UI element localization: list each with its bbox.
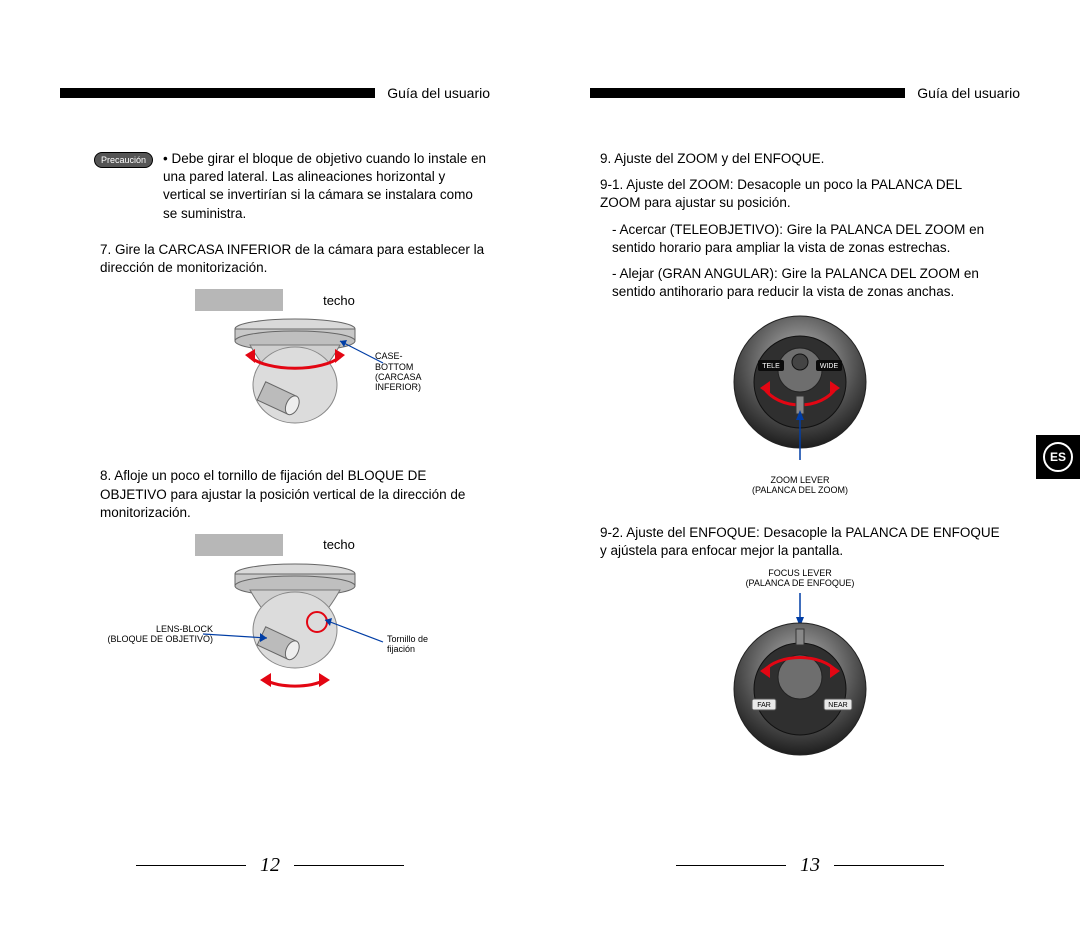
page-number-13: 13 [800,854,820,877]
footer-rule-left-13 [676,865,786,866]
label-screw-l2: fijación [387,644,415,654]
focus-lever-label: FOCUS LEVER (PALANCA DE ENFOQUE) [600,568,1000,589]
caution-badge: Precaución [94,152,153,168]
focus-lever-l2: (PALANCA DE ENFOQUE) [746,578,855,588]
focus-lens-illustration: FAR NEAR [700,591,900,761]
focus-lever-l1: FOCUS LEVER [768,568,832,578]
footer-rule-right-13 [834,865,944,866]
page-header: Guía del usuario [0,85,540,101]
page-13-content: 9. Ajuste del ZOOM y del ENFOQUE. 9-1. A… [600,150,1000,799]
footer-rule-right [294,865,404,866]
language-tab: ES [1036,435,1080,479]
step-9-2: 9-2. Ajuste del ENFOQUE: Desacople la PA… [600,524,1000,560]
label-case-bottom-l3: INFERIOR) [375,382,421,392]
header-title-13: Guía del usuario [905,85,1020,101]
label-lens-block: LENS-BLOCK (BLOQUE DE OBJETIVO) [103,624,213,645]
page-footer-13: 13 [540,854,1080,877]
ceiling-gray [195,289,283,311]
diagram-step-7: techo [165,289,425,449]
diagram-focus: FAR NEAR [700,591,900,791]
camera-illustration-2 [195,560,395,700]
step-8: 8. Afloje un poco el tornillo de fijació… [100,467,490,522]
caution-block: Precaución • Debe girar el bloque de obj… [94,150,490,223]
focus-near-text: NEAR [828,702,847,709]
page-12: Guía del usuario Precaución • Debe girar… [0,0,540,925]
zoom-tele-text: TELE [762,363,780,370]
label-case-bottom: CASE-BOTTOM (CARCASA INFERIOR) [375,351,425,392]
page-13: Guía del usuario 9. Ajuste del ZOOM y de… [540,0,1080,925]
diagram-step-8: techo [145,534,445,714]
zoom-lens-illustration: TELE WIDE [700,310,900,470]
footer-rule-left [136,865,246,866]
label-screw: Tornillo de fijación [387,634,428,655]
label-screw-l1: Tornillo de [387,634,428,644]
bullet-tele: - Acercar (TELEOBJETIVO): Gire la PALANC… [612,221,1000,257]
header-title: Guía del usuario [375,85,490,101]
label-lens-block-l1: LENS-BLOCK [156,624,213,634]
ceiling-gray-2 [195,534,283,556]
header-rule-13 [590,88,905,98]
page-footer-12: 12 [0,854,540,877]
label-lens-block-l2: (BLOQUE DE OBJETIVO) [107,634,213,644]
step-9-1: 9-1. Ajuste del ZOOM: Desacople un poco … [600,176,1000,212]
zoom-wide-text: WIDE [820,363,839,370]
diagram-zoom: TELE WIDE ZOOM LEVER (PALANCA DEL ZOOM) [700,310,900,510]
language-badge: ES [1043,442,1073,472]
header-rule [60,88,375,98]
zoom-lever-label: ZOOM LEVER (PALANCA DEL ZOOM) [700,475,900,496]
ceiling-bar-2: techo [195,534,395,556]
zoom-lever-l2: (PALANCA DEL ZOOM) [752,485,848,495]
camera-illustration-1 [195,315,395,445]
label-case-bottom-l2: (CARCASA [375,372,422,382]
caution-text: • Debe girar el bloque de objetivo cuand… [163,150,490,223]
page-12-content: Precaución • Debe girar el bloque de obj… [100,150,490,732]
page-header-13: Guía del usuario [540,85,1080,101]
ceiling-label: techo [283,289,395,311]
step-9: 9. Ajuste del ZOOM y del ENFOQUE. [600,150,1000,168]
label-case-bottom-l1: CASE-BOTTOM [375,351,413,371]
page-number-12: 12 [260,854,280,877]
ceiling-bar: techo [195,289,395,311]
ceiling-label-2: techo [283,534,395,556]
step-7: 7. Gire la CARCASA INFERIOR de la cámara… [100,241,490,277]
focus-far-text: FAR [757,702,771,709]
zoom-lever-l1: ZOOM LEVER [770,475,829,485]
bullet-wide: - Alejar (GRAN ANGULAR): Gire la PALANCA… [612,265,1000,301]
